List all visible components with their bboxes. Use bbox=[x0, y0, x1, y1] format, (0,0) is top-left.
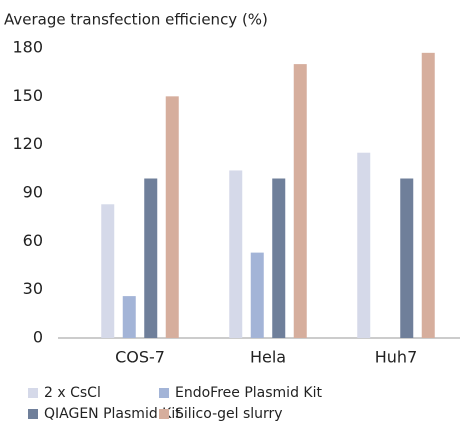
y-tick-label: 150 bbox=[12, 86, 43, 105]
legend-swatch bbox=[28, 409, 38, 419]
bar bbox=[165, 96, 179, 338]
y-tick-label: 60 bbox=[23, 231, 43, 250]
x-tick-label: Huh7 bbox=[375, 348, 418, 367]
y-tick-label: 120 bbox=[12, 134, 43, 153]
x-tick-label: Hela bbox=[250, 348, 286, 367]
bar bbox=[400, 178, 414, 338]
y-tick-label: 180 bbox=[12, 38, 43, 57]
legend-swatch bbox=[159, 409, 169, 419]
y-tick-label: 0 bbox=[33, 328, 43, 347]
bar bbox=[144, 178, 158, 338]
legend-label: EndoFree Plasmid Kit bbox=[175, 385, 322, 401]
bar bbox=[272, 178, 286, 338]
bar bbox=[101, 204, 115, 338]
legend-label: 2 x CsCl bbox=[44, 385, 101, 401]
bar bbox=[421, 52, 435, 338]
x-tick-label: COS-7 bbox=[115, 348, 165, 367]
bar bbox=[250, 252, 264, 338]
legend-swatch bbox=[28, 388, 38, 398]
y-tick-label: 90 bbox=[23, 183, 43, 202]
legend-label: Silico-gel slurry bbox=[175, 406, 283, 422]
bar bbox=[122, 296, 136, 338]
bar bbox=[229, 170, 243, 338]
y-tick-label: 30 bbox=[23, 279, 43, 298]
legend-label: QIAGEN Plasmid Kit bbox=[44, 406, 181, 422]
chart-title: Average transfection efficiency (%) bbox=[4, 11, 268, 29]
legend-swatch bbox=[159, 388, 169, 398]
bar bbox=[357, 152, 371, 338]
bar bbox=[293, 64, 307, 338]
